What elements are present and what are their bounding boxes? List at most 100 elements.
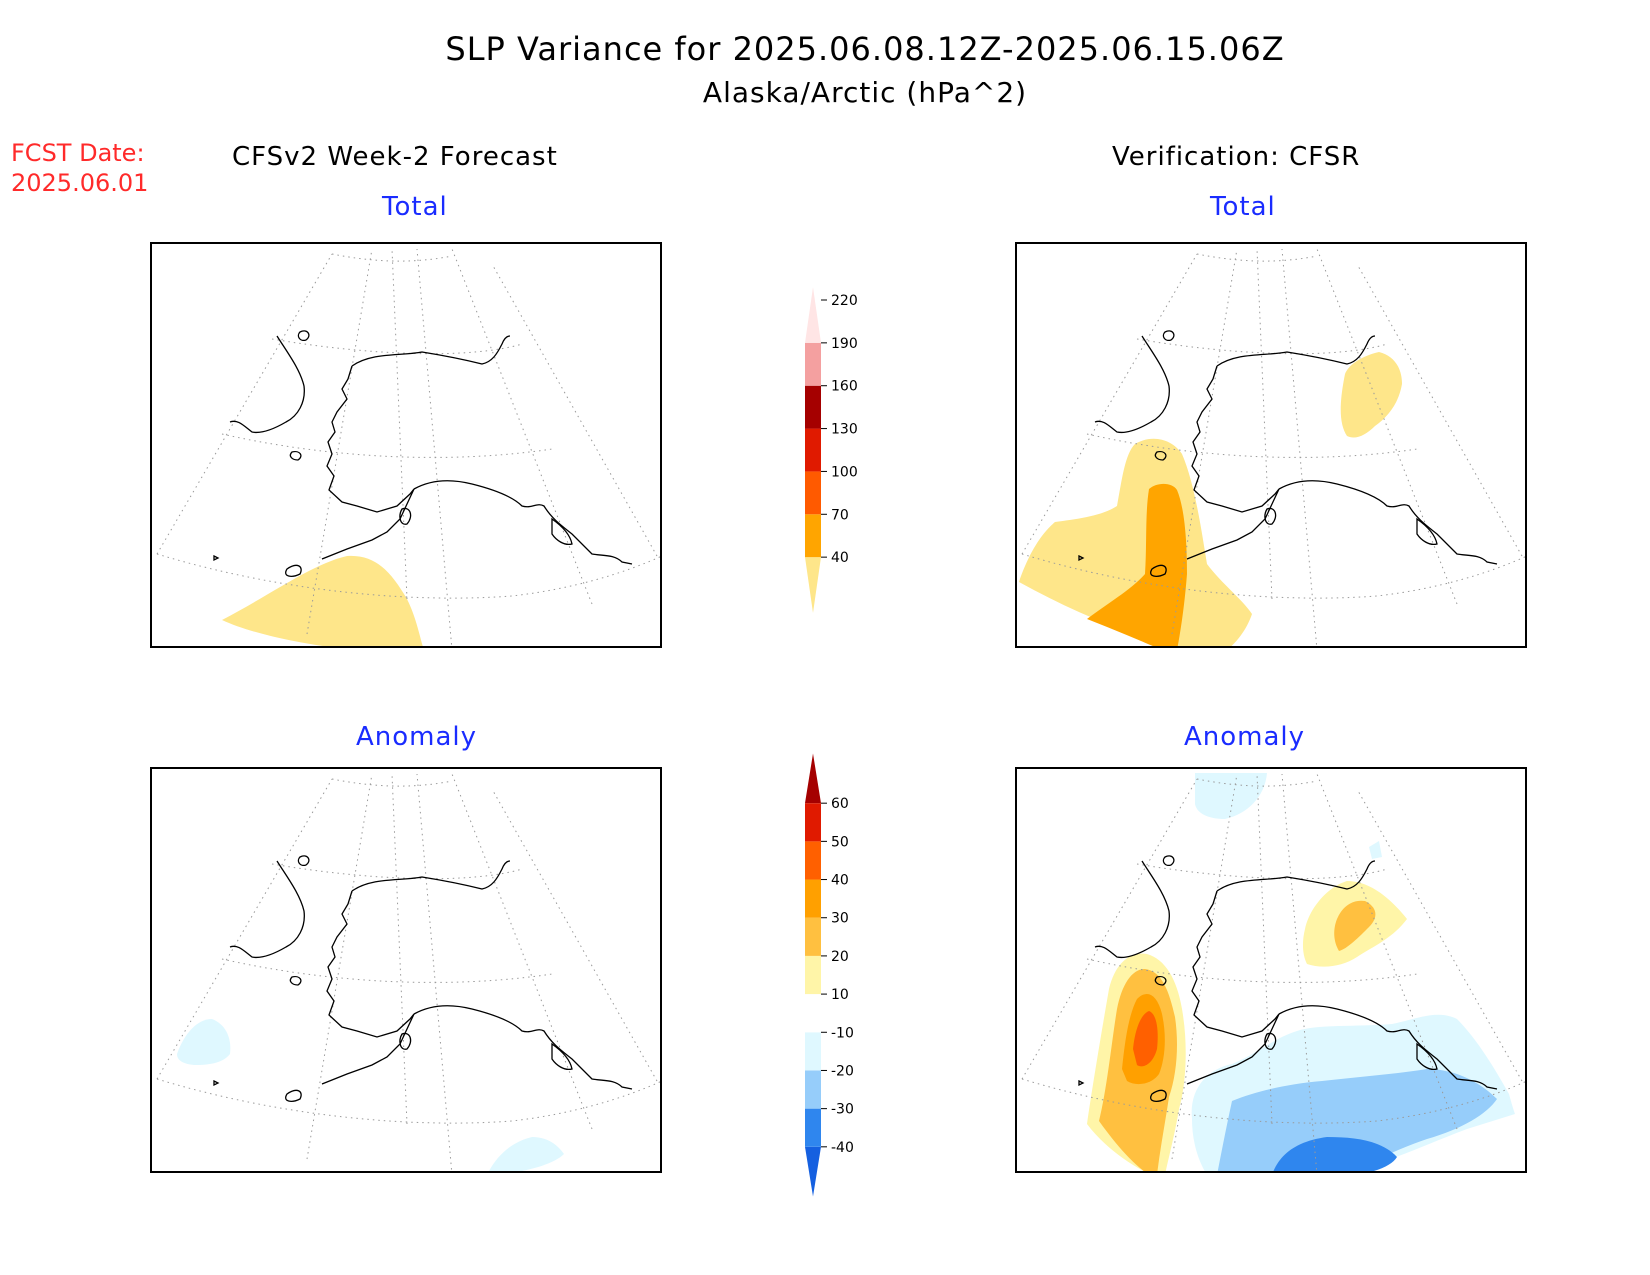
coastline-segment xyxy=(1154,975,1167,986)
coastline-segment xyxy=(297,855,310,867)
anomaly-minus30 xyxy=(1273,1137,1397,1171)
coastline-segment xyxy=(213,1079,220,1087)
colorbar-tick-label: -10 xyxy=(831,1025,854,1041)
fcst-date-label: FCST Date: xyxy=(11,139,145,167)
anomaly-20-30-north xyxy=(1334,900,1376,951)
colorbar-swatch xyxy=(805,1146,821,1197)
colorbar-tick-label: -40 xyxy=(831,1140,854,1156)
coastline-segment xyxy=(399,1032,412,1050)
colorbar-swatch xyxy=(805,841,821,880)
graticule-line xyxy=(416,248,453,646)
colorbar-total: 40 70 100 130 160 190 220 xyxy=(800,285,880,615)
contour-40-70-west xyxy=(1019,438,1252,646)
colorbar-tick-label: 40 xyxy=(831,550,849,566)
coastline-segment xyxy=(1186,488,1280,560)
verification-anomaly-map xyxy=(1015,767,1527,1173)
graticule-line xyxy=(1171,248,1238,635)
graticule-line xyxy=(416,773,453,1171)
colorbar-anomaly-svg: -40 -30 -20 -10 10 20 30 40 50 60 xyxy=(805,753,854,1197)
colorbar-tick-label: 10 xyxy=(831,987,849,1003)
verification-total-map xyxy=(1015,242,1527,648)
colorbar-swatch xyxy=(805,1070,821,1109)
shading-layer xyxy=(1087,773,1515,1171)
colorbar-swatch xyxy=(805,994,821,1033)
contour-40-70-north xyxy=(1340,352,1402,438)
graticule-line xyxy=(221,958,553,983)
coastline-segment xyxy=(1154,450,1167,461)
verification-total-title: Total xyxy=(1210,192,1276,222)
coastline-segment xyxy=(289,975,302,986)
anomaly-minus10-top xyxy=(1195,773,1267,819)
graticule-line xyxy=(1256,773,1273,1125)
coastline-segment xyxy=(229,860,305,959)
graticule-line xyxy=(1281,773,1318,1171)
graticule-line xyxy=(156,1078,660,1124)
coastline xyxy=(1078,855,1498,1102)
verification-column-title: Verification: CFSR xyxy=(1112,142,1361,172)
colorbar-total-svg: 40 70 100 130 160 190 220 xyxy=(805,287,858,613)
colorbar-tick-label: 70 xyxy=(831,507,849,523)
colorbar-tick-label: 220 xyxy=(831,293,858,309)
coastline-segment xyxy=(1150,564,1167,577)
coastline-segment xyxy=(1264,507,1277,525)
anomaly-minus10-south xyxy=(489,1137,564,1171)
graticule-line xyxy=(156,778,333,1080)
anomaly-minus10-tiny xyxy=(1369,841,1382,859)
colorbar-swatch xyxy=(805,287,821,343)
coastline-segment xyxy=(1264,1032,1277,1050)
graticule-line xyxy=(271,338,523,355)
graticule-line xyxy=(306,773,373,1160)
coastline-segment xyxy=(1216,335,1376,367)
graticule-line xyxy=(1356,263,1523,557)
colorbar-swatch xyxy=(805,428,821,472)
colorbar-swatch xyxy=(805,385,821,429)
graticule-line xyxy=(1086,958,1418,983)
colorbar-swatch xyxy=(805,1108,821,1147)
colorbar-swatch xyxy=(805,557,821,613)
map-graticule xyxy=(1021,248,1525,646)
coastline-segment xyxy=(297,330,310,342)
coastline-segment xyxy=(551,1042,573,1071)
forecast-total-svg xyxy=(156,248,660,646)
graticule-line xyxy=(1256,248,1273,600)
shading-layer xyxy=(222,555,423,646)
verification-anomaly-title: Anomaly xyxy=(1184,722,1306,752)
colorbar-tick-label: 60 xyxy=(831,796,849,812)
coastline-segment xyxy=(413,480,633,565)
coastline-segment xyxy=(1094,860,1170,959)
coastline-segment xyxy=(1216,860,1376,892)
shading-layer xyxy=(177,1019,564,1171)
colorbar-tick-label: 50 xyxy=(831,834,849,850)
verification-anomaly-svg xyxy=(1021,773,1525,1171)
graticule-line xyxy=(271,863,523,880)
colorbar-tick-label: 40 xyxy=(831,873,849,889)
coastline-segment xyxy=(326,890,415,1038)
graticule-line xyxy=(1136,863,1388,880)
coastline-segment xyxy=(285,1089,302,1102)
coastline-segment xyxy=(1416,517,1438,546)
coastline-segment xyxy=(1278,1005,1498,1090)
coastline xyxy=(213,330,633,577)
colorbar-tick-label: 190 xyxy=(831,336,858,352)
colorbar-anomaly: -40 -30 -20 -10 10 20 30 40 50 60 xyxy=(800,750,880,1200)
coastline-segment xyxy=(1191,890,1280,1038)
coastline-segment xyxy=(321,1013,415,1085)
colorbar-swatch xyxy=(805,955,821,995)
forecast-total-title: Total xyxy=(382,192,448,222)
coastline-segment xyxy=(551,517,573,546)
coastline-segment xyxy=(289,450,302,461)
graticule-line xyxy=(1021,1078,1525,1124)
graticule-line xyxy=(1021,553,1525,599)
coastline-segment xyxy=(351,335,511,367)
colorbar-tick-label: -20 xyxy=(831,1063,854,1079)
coastline-segment xyxy=(229,335,305,434)
map-graticule xyxy=(156,773,660,1171)
coastline-segment xyxy=(1416,1042,1438,1071)
forecast-anomaly-svg xyxy=(156,773,660,1171)
graticule-line xyxy=(1171,773,1238,1160)
chart-subtitle: Alaska/Arctic (hPa^2) xyxy=(702,76,1028,109)
coastline-segment xyxy=(1162,330,1175,342)
graticule-line xyxy=(306,248,373,635)
map-graticule xyxy=(156,248,660,646)
chart-title: SLP Variance for 2025.06.08.12Z-2025.06.… xyxy=(445,30,1285,68)
